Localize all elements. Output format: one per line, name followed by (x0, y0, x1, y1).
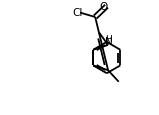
Text: H: H (105, 35, 112, 44)
Text: N: N (105, 37, 113, 47)
Text: O: O (100, 2, 108, 12)
Text: Cl: Cl (72, 8, 83, 18)
